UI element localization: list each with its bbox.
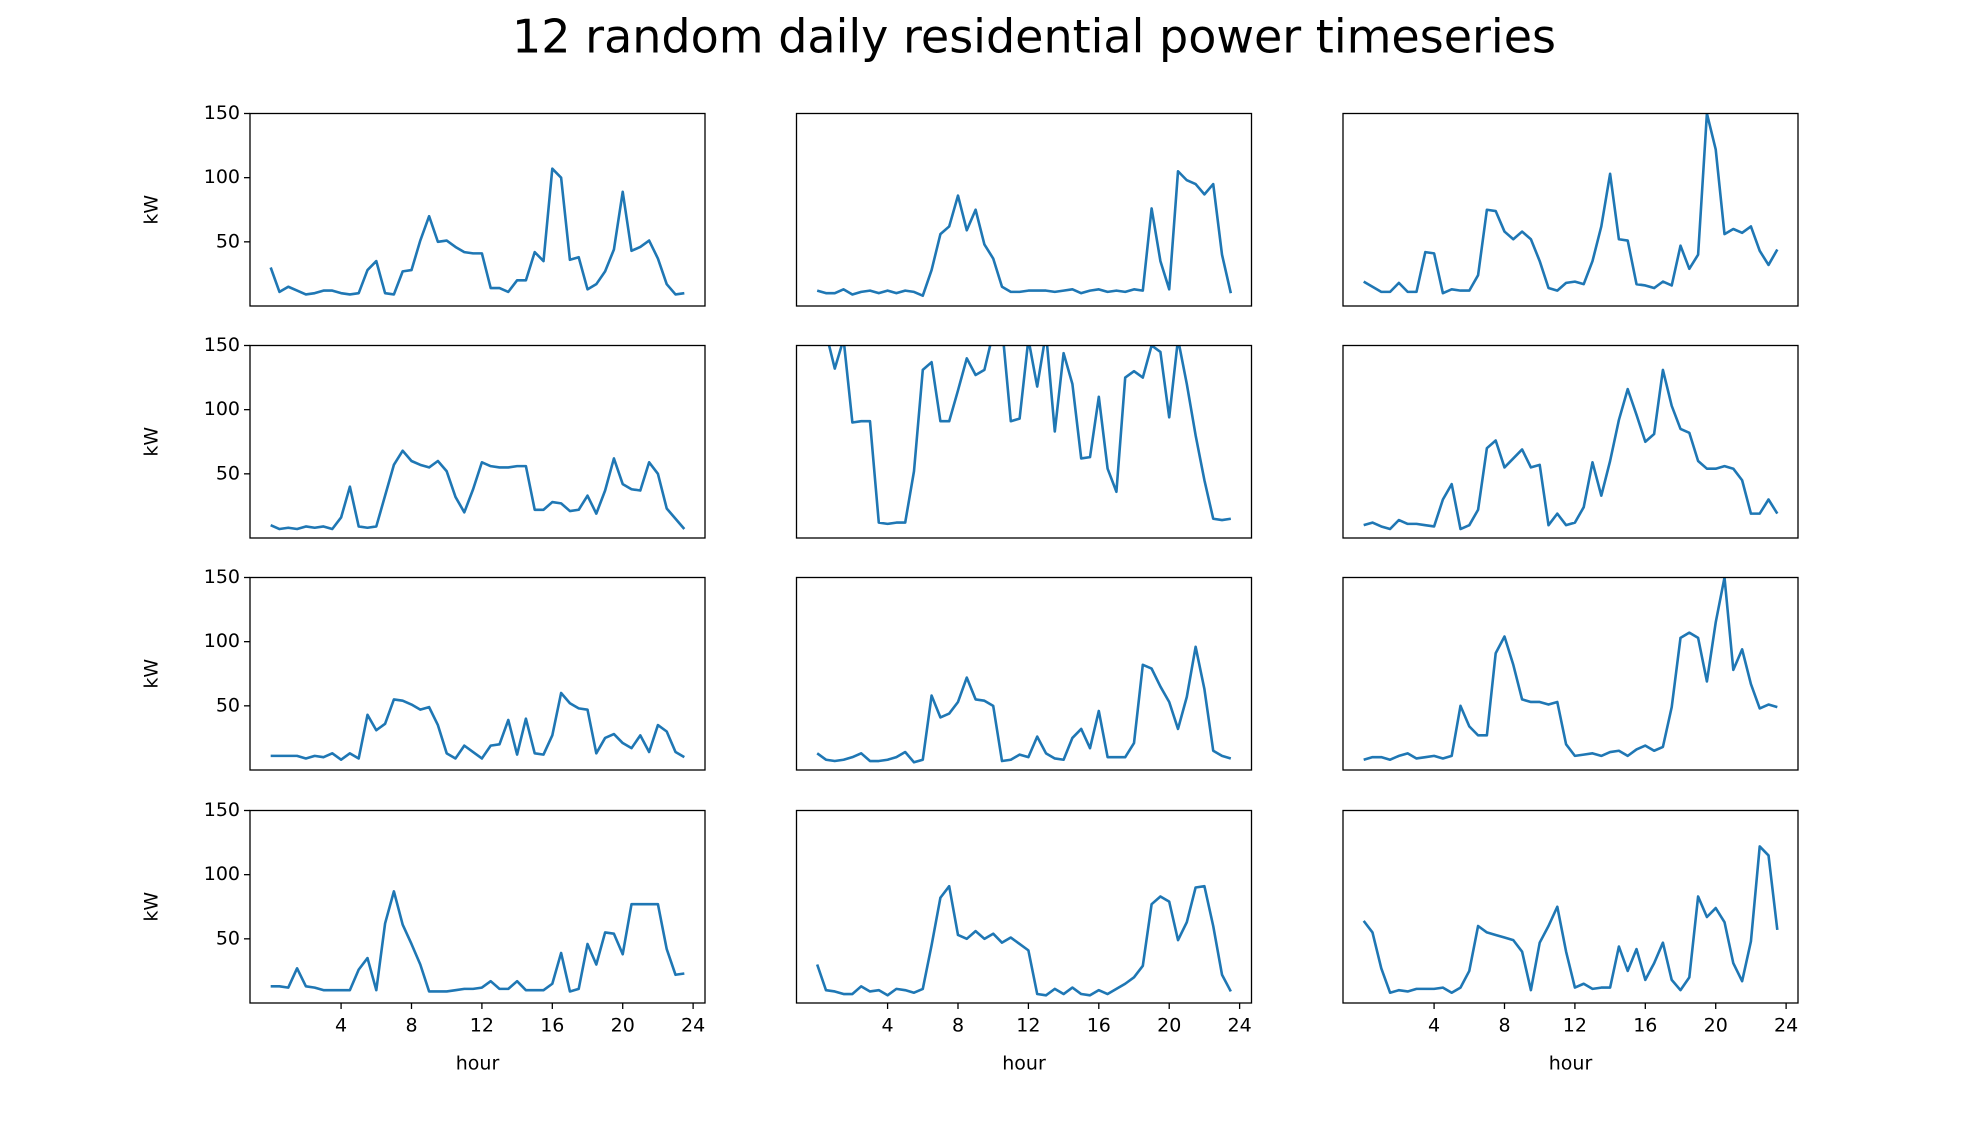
axes-frame bbox=[795, 576, 1253, 771]
y-tick-label: 100 bbox=[204, 630, 240, 652]
x-tick-label: 20 bbox=[1157, 1015, 1181, 1037]
axes-frame bbox=[249, 344, 706, 539]
x-tick-label: 20 bbox=[611, 1015, 635, 1037]
subplot: 4 8 12 16 20 24 hour bbox=[795, 809, 1253, 1075]
subplot: 4 8 12 16 20 24 hour bbox=[1342, 809, 1799, 1075]
y-tick-label: 150 bbox=[204, 334, 240, 356]
axes-frame bbox=[1342, 112, 1799, 307]
y-tick-label: 50 bbox=[216, 694, 240, 716]
subplot: 50 100 150 kW bbox=[141, 102, 706, 307]
subplot bbox=[1342, 344, 1799, 539]
axes-frame bbox=[249, 112, 706, 307]
data-line bbox=[270, 890, 685, 993]
y-tick-label: 50 bbox=[216, 230, 240, 252]
x-tick-label: 8 bbox=[1498, 1015, 1510, 1037]
x-tick-label: 12 bbox=[470, 1015, 494, 1037]
y-tick-label: 150 bbox=[204, 799, 240, 821]
data-line bbox=[1363, 577, 1778, 762]
data-line bbox=[269, 167, 685, 296]
x-axis-label: hour bbox=[1002, 1053, 1046, 1075]
y-tick-label: 150 bbox=[204, 102, 240, 124]
y-tick-label: 50 bbox=[216, 462, 240, 484]
x-tick-label: 4 bbox=[882, 1015, 894, 1037]
axes-frame bbox=[1342, 809, 1799, 1004]
data-line bbox=[815, 884, 1232, 997]
subplot bbox=[795, 112, 1253, 307]
x-tick-label: 20 bbox=[1704, 1015, 1728, 1037]
data-line bbox=[270, 449, 686, 531]
axes-frame bbox=[795, 112, 1253, 307]
data-line bbox=[1363, 368, 1779, 531]
subplot bbox=[795, 576, 1253, 771]
data-line bbox=[1363, 113, 1779, 295]
subplot bbox=[795, 344, 1253, 539]
x-tick-label: 16 bbox=[1633, 1015, 1657, 1037]
data-line bbox=[816, 169, 1233, 298]
data-line bbox=[827, 345, 1232, 526]
x-tick-label: 4 bbox=[1428, 1015, 1440, 1037]
y-tick-label: 150 bbox=[204, 566, 240, 588]
figure-title: 12 random daily residential power timese… bbox=[512, 10, 1556, 64]
x-axis-label: hour bbox=[1549, 1053, 1593, 1075]
axes-frame bbox=[1342, 576, 1799, 771]
x-tick-label: 24 bbox=[1228, 1015, 1252, 1037]
axes-frame bbox=[795, 344, 1253, 539]
subplot: 50 100 150 kW bbox=[141, 566, 706, 771]
y-axis-label: kW bbox=[141, 427, 163, 457]
y-tick-label: 100 bbox=[204, 166, 240, 188]
data-line bbox=[1362, 845, 1779, 995]
subplot: 50 100 150 4 8 12 16 20 24 kW hour bbox=[141, 799, 706, 1075]
x-tick-label: 24 bbox=[681, 1015, 705, 1037]
x-tick-label: 12 bbox=[1563, 1015, 1587, 1037]
y-tick-label: 100 bbox=[204, 398, 240, 420]
subplot bbox=[1342, 112, 1799, 307]
axes-frame bbox=[249, 809, 706, 1004]
x-tick-label: 16 bbox=[540, 1015, 564, 1037]
axes-frame bbox=[795, 809, 1253, 1004]
y-axis-label: kW bbox=[141, 195, 163, 225]
x-tick-label: 8 bbox=[405, 1015, 417, 1037]
axes-frame bbox=[249, 576, 706, 771]
subplot bbox=[1342, 576, 1799, 771]
axes-frame bbox=[1342, 344, 1799, 539]
x-tick-label: 8 bbox=[952, 1015, 964, 1037]
x-tick-label: 24 bbox=[1774, 1015, 1798, 1037]
x-tick-label: 12 bbox=[1016, 1015, 1040, 1037]
subplot: 50 100 150 kW bbox=[141, 334, 706, 539]
y-tick-label: 100 bbox=[204, 863, 240, 885]
y-axis-label: kW bbox=[141, 659, 163, 689]
y-axis-label: kW bbox=[141, 892, 163, 922]
x-tick-label: 4 bbox=[335, 1015, 347, 1037]
data-line bbox=[270, 691, 685, 762]
x-axis-label: hour bbox=[456, 1053, 500, 1075]
x-tick-label: 16 bbox=[1087, 1015, 1111, 1037]
data-line bbox=[816, 645, 1232, 764]
y-tick-label: 50 bbox=[216, 927, 240, 949]
